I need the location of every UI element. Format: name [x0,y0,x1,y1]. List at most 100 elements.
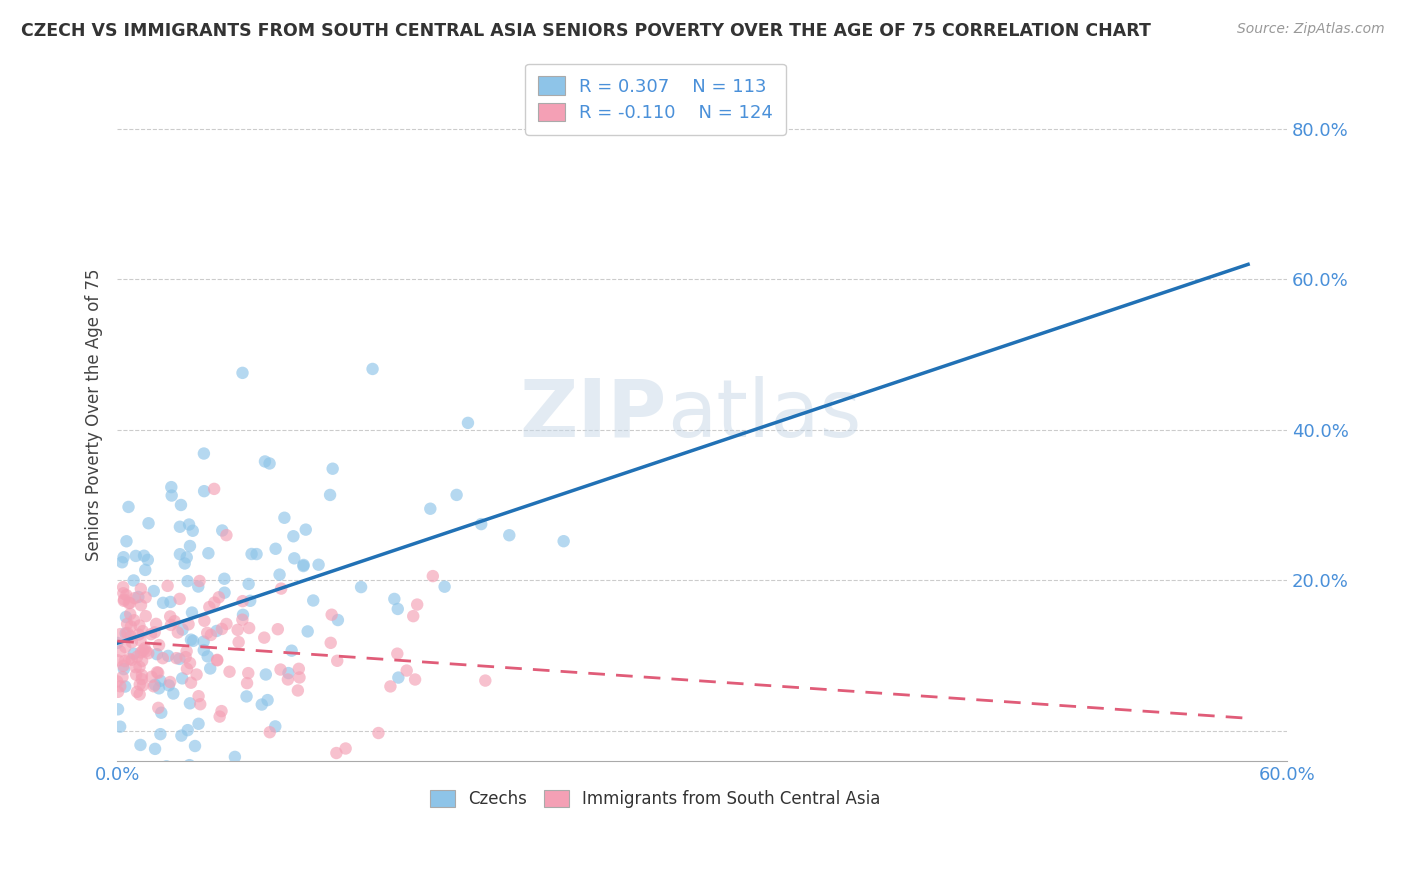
Point [170,729,193,743]
Point [179,539,201,553]
Point [118,652,141,666]
Point [136,553,159,567]
Point [215,617,238,632]
Point [142,679,165,693]
Point [110,679,132,693]
Point [288,671,311,685]
Point [122,574,145,588]
Point [149,727,172,741]
Point [402,609,425,624]
Point [187,580,209,594]
Point [112,594,135,608]
Point [159,675,181,690]
Point [179,656,201,670]
Point [128,688,150,702]
Point [283,529,305,543]
Text: atlas: atlas [666,376,862,454]
Point [302,593,325,607]
Point [129,645,152,659]
Point [186,667,208,681]
Point [232,607,254,622]
Point [205,624,228,638]
Point [406,598,429,612]
Point [180,675,202,690]
Point [350,580,373,594]
Point [470,517,492,532]
Point [112,550,135,565]
Point [214,585,236,599]
Point [128,660,150,674]
Point [169,591,191,606]
Point [169,547,191,561]
Point [114,654,136,668]
Point [283,551,305,566]
Point [380,680,402,694]
Point [198,600,221,615]
Point [326,613,349,627]
Point [419,501,441,516]
Point [288,662,311,676]
Point [159,595,181,609]
Point [146,665,169,680]
Point [277,666,299,681]
Point [143,678,166,692]
Point [121,653,143,667]
Point [108,644,131,658]
Point [132,643,155,657]
Point [232,594,254,608]
Point [132,678,155,692]
Point [107,685,129,699]
Point [187,689,209,703]
Point [211,524,233,538]
Point [253,454,276,468]
Point [474,673,496,688]
Point [155,759,177,773]
Point [134,641,156,656]
Point [186,761,208,775]
Point [176,550,198,565]
Point [179,758,201,772]
Point [157,678,180,692]
Point [231,613,253,627]
Point [422,569,444,583]
Point [292,559,315,574]
Point [118,596,141,610]
Point [193,634,215,648]
Point [169,520,191,534]
Point [231,366,253,380]
Point [131,654,153,668]
Point [174,650,197,665]
Point [236,676,259,690]
Point [238,666,260,681]
Point [176,574,198,589]
Point [152,596,174,610]
Point [326,654,349,668]
Point [141,670,163,684]
Point [125,685,148,699]
Point [218,665,240,679]
Point [129,582,152,596]
Point [187,716,209,731]
Point [361,362,384,376]
Point [150,706,173,720]
Point [121,635,143,649]
Point [112,586,135,600]
Point [107,653,129,667]
Point [322,461,344,475]
Point [202,596,225,610]
Point [325,746,347,760]
Point [135,644,157,658]
Point [193,614,215,628]
Point [128,627,150,641]
Point [395,664,418,678]
Point [135,591,157,605]
Point [107,702,129,716]
Point [163,614,186,628]
Point [125,549,148,563]
Point [193,643,215,657]
Point [172,672,194,686]
Point [146,665,169,680]
Point [114,640,136,654]
Point [115,610,138,624]
Point [188,574,211,588]
